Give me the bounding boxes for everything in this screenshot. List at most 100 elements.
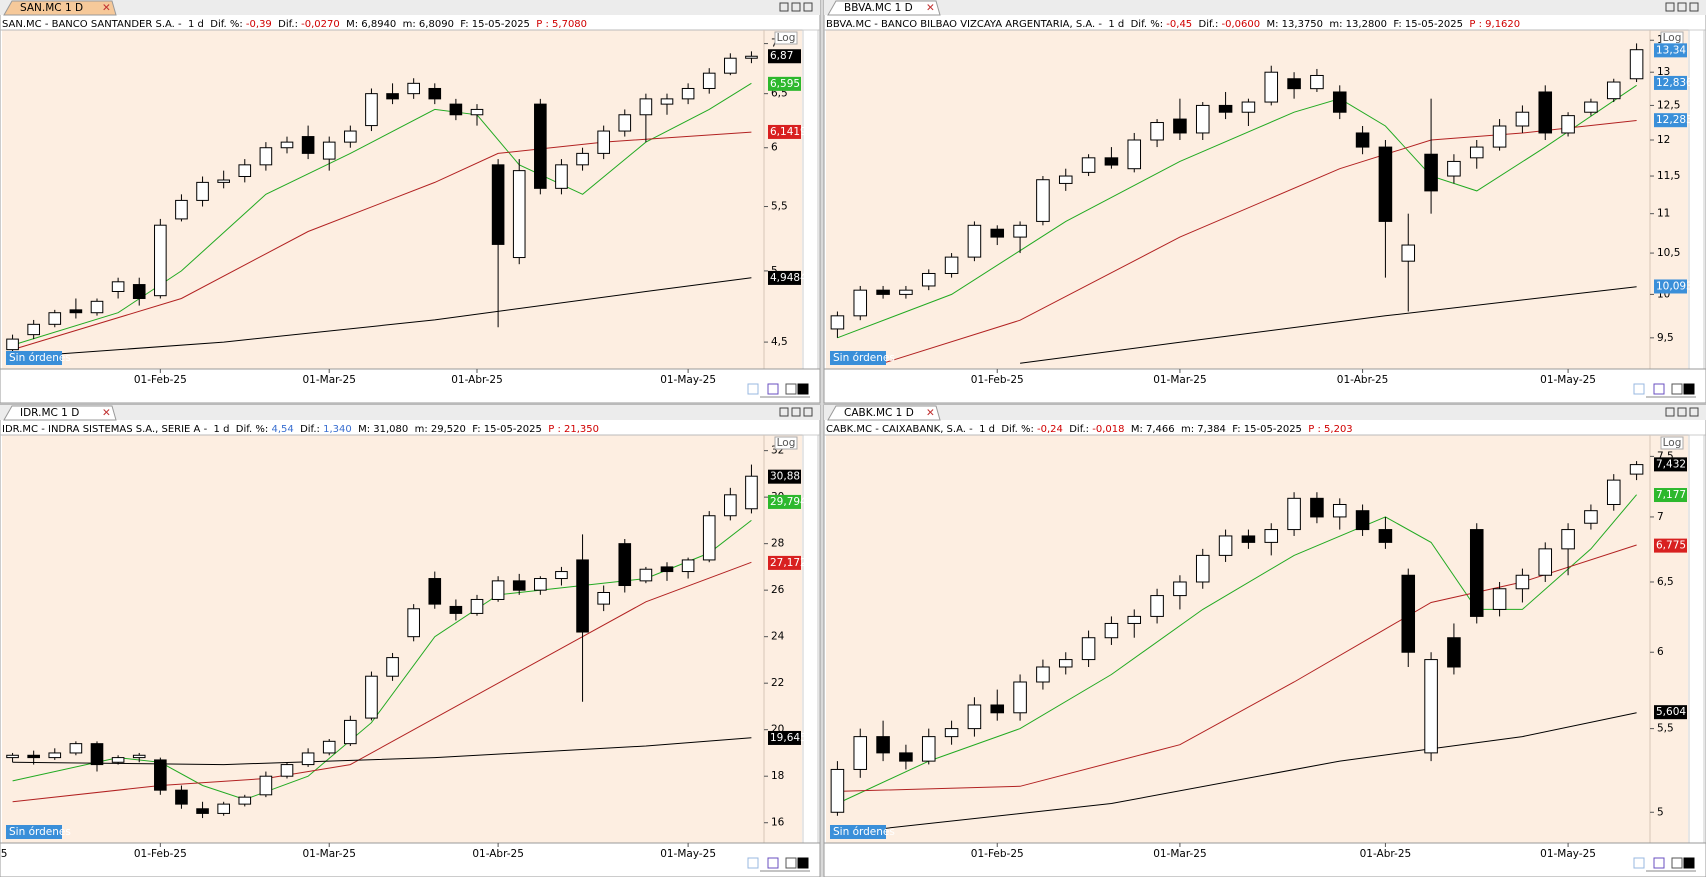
orders-badge[interactable]	[6, 825, 62, 839]
tab-close[interactable]: ✕	[102, 2, 111, 14]
price-tag	[768, 730, 801, 745]
candle-body	[301, 136, 315, 154]
window-button[interactable]	[779, 2, 789, 12]
toolbar-icon[interactable]	[1683, 383, 1695, 395]
toolbar-icon[interactable]	[785, 383, 797, 395]
toolbar-icon[interactable]	[797, 383, 809, 395]
candle-body	[1378, 529, 1393, 543]
tab-label[interactable]: SAN.MC 1 D	[20, 2, 83, 14]
toolbar-icon[interactable]	[1653, 857, 1665, 869]
toolbar-icon[interactable]	[1633, 383, 1645, 395]
header-part: Dif.:	[1192, 19, 1221, 30]
header-part: Dif.:	[272, 19, 301, 30]
tab-label[interactable]: CABK.MC 1 D	[844, 407, 914, 419]
toolbar-icon[interactable]	[747, 383, 759, 395]
window-button[interactable]	[803, 407, 813, 417]
candle-body	[259, 147, 273, 166]
price-tag-label: 7,432	[1656, 458, 1686, 470]
tab-close[interactable]: ✕	[926, 407, 935, 419]
window-button[interactable]	[1689, 2, 1699, 12]
toolbar-icon[interactable]	[1683, 857, 1695, 869]
window-button[interactable]	[1689, 407, 1699, 417]
log-button[interactable]	[1660, 436, 1684, 450]
price-tag-label: 30,88	[770, 471, 800, 483]
candle-body	[386, 93, 399, 100]
candle-body	[470, 108, 484, 116]
orders-badge[interactable]	[830, 351, 886, 365]
candle-body	[1378, 146, 1393, 222]
tab-label[interactable]: BBVA.MC 1 D	[844, 2, 913, 14]
candle-body	[660, 566, 674, 573]
candle-body	[428, 87, 442, 100]
orders-badge[interactable]	[6, 351, 62, 365]
window-button[interactable]	[803, 2, 813, 12]
toolbar-icon[interactable]	[1671, 857, 1683, 869]
toolbar-icon[interactable]	[1633, 857, 1645, 869]
candle-body	[512, 580, 526, 591]
candle-body	[1401, 574, 1416, 653]
candle-body	[1355, 132, 1370, 148]
candle-body	[639, 98, 653, 116]
tab-close[interactable]: ✕	[926, 2, 935, 14]
header-part: M: 13,3750 m: 13,2800 F: 15-05-2025	[1260, 19, 1469, 30]
tab-label[interactable]: IDR.MC 1 D	[20, 407, 79, 419]
toolbar-icon[interactable]	[1653, 383, 1665, 395]
candle-body	[1561, 115, 1575, 134]
toolbar-icon[interactable]	[797, 857, 809, 869]
window-button[interactable]	[779, 407, 789, 417]
candle-body	[1629, 464, 1644, 475]
candle-body	[27, 323, 40, 336]
candle-body	[90, 743, 104, 766]
orders-badge[interactable]	[830, 825, 886, 839]
tab-close[interactable]: ✕	[102, 407, 111, 419]
candle-body	[660, 98, 674, 105]
window-button[interactable]	[791, 407, 801, 417]
scrollbar[interactable]	[802, 29, 819, 370]
tab[interactable]	[827, 0, 941, 16]
log-button-label[interactable]: Log	[1663, 32, 1682, 44]
candle-body	[322, 740, 336, 754]
log-button[interactable]	[774, 436, 798, 450]
candle-body	[534, 578, 547, 591]
scrollbar[interactable]	[1688, 434, 1705, 844]
tab[interactable]	[3, 0, 117, 16]
toolbar-icon[interactable]	[785, 857, 797, 869]
header-part: -0,018	[1092, 424, 1124, 435]
toolbar-icon[interactable]	[767, 857, 779, 869]
orders-badge-label[interactable]: Sin órdenes	[833, 352, 895, 364]
toolbar-icon[interactable]	[747, 857, 759, 869]
toolbar-icon[interactable]	[1671, 383, 1683, 395]
y-tick-label: 9,5	[1657, 332, 1674, 344]
window-button[interactable]	[1677, 2, 1687, 12]
header-part: P : 21,350	[548, 424, 599, 435]
header-part: CABK.MC - CAIXABANK, S.A. - 1 d Dif. %:	[826, 424, 1037, 435]
tab[interactable]	[3, 405, 117, 421]
candle-body	[132, 754, 146, 759]
window-button[interactable]	[1665, 2, 1675, 12]
candle-body	[555, 164, 568, 189]
log-button[interactable]	[774, 31, 798, 45]
window-button[interactable]	[1665, 407, 1675, 417]
log-button-label[interactable]: Log	[777, 437, 796, 449]
log-button-label[interactable]: Log	[777, 32, 796, 44]
candle-body	[344, 130, 357, 143]
candle-body	[1264, 529, 1279, 543]
toolbar-icon[interactable]	[767, 383, 779, 395]
candle-body	[681, 559, 695, 573]
candle-body	[1036, 179, 1050, 222]
candle-body	[175, 199, 188, 220]
orders-badge-label[interactable]: Sin órdenes	[9, 352, 71, 364]
candle-body	[428, 578, 442, 605]
window-button[interactable]	[1677, 407, 1687, 417]
plot-area	[2, 435, 802, 843]
tab[interactable]	[827, 405, 941, 421]
orders-badge-label[interactable]: Sin órdenes	[9, 826, 71, 838]
chart-panel: BBVA.MC 1 D ✕ BBVA.MC - BANCO BILBAO VIZCA…	[823, 0, 1706, 404]
window-button[interactable]	[791, 2, 801, 12]
price-tag-label: 5,604	[1656, 706, 1686, 718]
log-button-label[interactable]: Log	[1663, 437, 1682, 449]
candle-body	[69, 309, 83, 314]
header-part: SAN.MC - BANCO SANTANDER S.A. - 1 d Dif.…	[2, 19, 246, 30]
y-tick-label: 5	[771, 265, 778, 277]
orders-badge-label[interactable]: Sin órdenes	[833, 826, 895, 838]
